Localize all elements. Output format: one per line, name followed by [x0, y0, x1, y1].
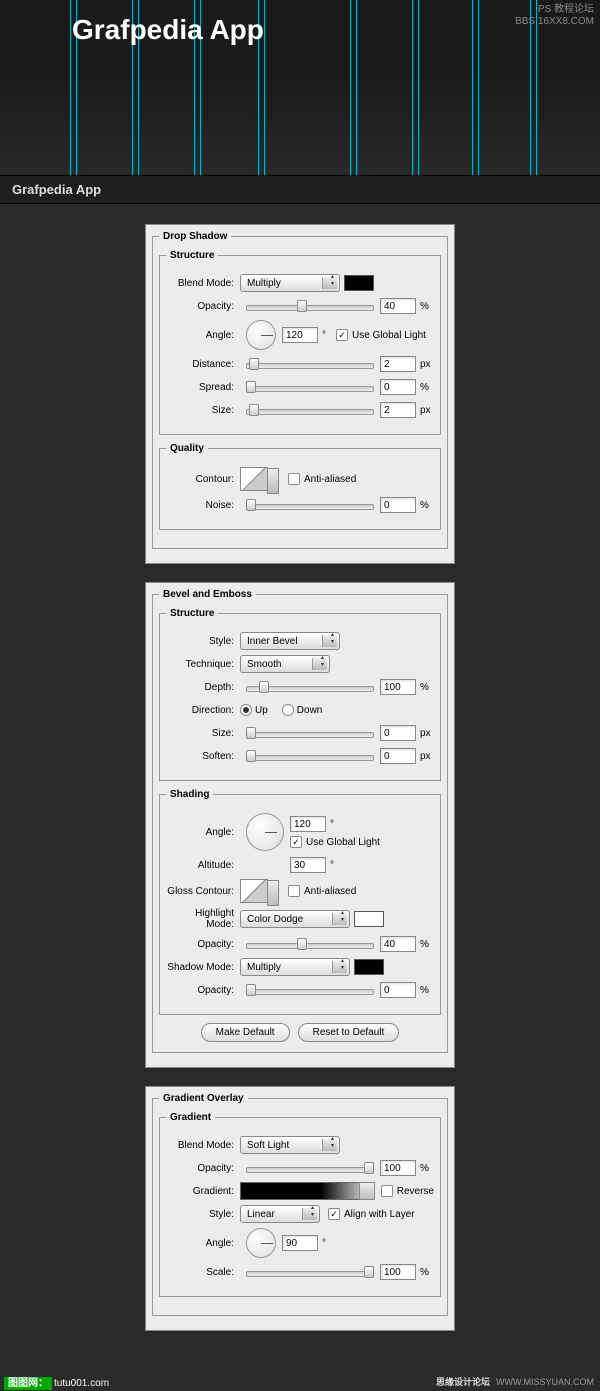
drop-shadow-group: Drop Shadow Structure Blend Mode: Multip…	[152, 231, 448, 549]
content-area: Drop Shadow Structure Blend Mode: Multip…	[0, 204, 600, 1371]
altitude-input[interactable]	[290, 857, 326, 873]
reset-default-button[interactable]: Reset to Default	[298, 1023, 400, 1042]
blend-mode-label: Blend Mode:	[166, 278, 240, 289]
size-input[interactable]	[380, 402, 416, 418]
distance-input[interactable]	[380, 356, 416, 372]
drop-shadow-panel: Drop Shadow Structure Blend Mode: Multip…	[145, 224, 455, 564]
shadow-opacity-slider[interactable]	[246, 983, 374, 997]
hero-header: Grafpedia App PS 教程论坛 BBS.16XX8.COM	[0, 0, 600, 175]
shading-angle-dial[interactable]	[246, 813, 284, 851]
blend-mode-swatch[interactable]	[344, 275, 374, 291]
noise-input[interactable]	[380, 497, 416, 513]
reverse-checkbox[interactable]	[381, 1185, 393, 1197]
highlight-opacity-input[interactable]	[380, 936, 416, 952]
go-opacity-slider[interactable]	[246, 1161, 374, 1175]
go-opacity-input[interactable]	[380, 1160, 416, 1176]
use-global-light-checkbox[interactable]: ✓	[336, 329, 348, 341]
highlight-mode-select[interactable]: Color Dodge	[240, 910, 350, 928]
hero-title: Grafpedia App	[72, 14, 264, 46]
shading-angle-input[interactable]	[290, 816, 326, 832]
blend-mode-select[interactable]: Multiply	[240, 274, 340, 292]
angle-input[interactable]	[282, 327, 318, 343]
ds-structure: Structure Blend Mode: Multiply Opacity: …	[159, 250, 441, 435]
scale-input[interactable]	[380, 1264, 416, 1280]
gloss-anti-aliased-checkbox[interactable]	[288, 885, 300, 897]
technique-select[interactable]: Smooth	[240, 655, 330, 673]
footer-left: 图图网：tutu001.com	[4, 1374, 109, 1389]
spread-slider[interactable]	[246, 380, 374, 394]
go-style-select[interactable]: Linear	[240, 1205, 320, 1223]
gloss-contour-picker[interactable]	[240, 879, 268, 903]
bevel-structure: Structure Style: Inner Bevel Technique: …	[159, 608, 441, 781]
anti-aliased-checkbox[interactable]	[288, 473, 300, 485]
gradient-overlay-group: Gradient Overlay Gradient Blend Mode: So…	[152, 1093, 448, 1316]
depth-slider[interactable]	[246, 680, 374, 694]
title-bar: Grafpedia App	[0, 175, 600, 204]
spread-input[interactable]	[380, 379, 416, 395]
direction-down-radio[interactable]	[282, 704, 294, 716]
gradient-overlay-panel: Gradient Overlay Gradient Blend Mode: So…	[145, 1086, 455, 1331]
opacity-input[interactable]	[380, 298, 416, 314]
shadow-mode-select[interactable]: Multiply	[240, 958, 350, 976]
shadow-swatch[interactable]	[354, 959, 384, 975]
shading-global-checkbox[interactable]: ✓	[290, 836, 302, 848]
contour-picker[interactable]	[240, 467, 268, 491]
distance-slider[interactable]	[246, 357, 374, 371]
go-angle-input[interactable]	[282, 1235, 318, 1251]
depth-input[interactable]	[380, 679, 416, 695]
opacity-slider[interactable]	[246, 299, 374, 313]
highlight-opacity-slider[interactable]	[246, 937, 374, 951]
direction-up-radio[interactable]	[240, 704, 252, 716]
align-layer-checkbox[interactable]: ✓	[328, 1208, 340, 1220]
go-blend-mode-select[interactable]: Soft Light	[240, 1136, 340, 1154]
bevel-size-input[interactable]	[380, 725, 416, 741]
bevel-size-slider[interactable]	[246, 726, 374, 740]
bevel-shading: Shading Angle: ° ✓Use Global Light Altit…	[159, 789, 441, 1015]
go-angle-dial[interactable]	[246, 1228, 276, 1258]
footer: 图图网：tutu001.com 思缘设计论坛WWW.MISSYUAN.COM	[0, 1371, 600, 1391]
gradient-section: Gradient Blend Mode: Soft Light Opacity:…	[159, 1112, 441, 1297]
size-slider[interactable]	[246, 403, 374, 417]
ds-quality: Quality Contour: Anti-aliased Noise: %	[159, 443, 441, 530]
bevel-group: Bevel and Emboss Structure Style: Inner …	[152, 589, 448, 1053]
scale-slider[interactable]	[246, 1265, 374, 1279]
soften-slider[interactable]	[246, 749, 374, 763]
highlight-swatch[interactable]	[354, 911, 384, 927]
footer-right: 思缘设计论坛WWW.MISSYUAN.COM	[436, 1375, 594, 1388]
angle-dial[interactable]	[246, 320, 276, 350]
bevel-emboss-panel: Bevel and Emboss Structure Style: Inner …	[145, 582, 455, 1068]
noise-slider[interactable]	[246, 498, 374, 512]
make-default-button[interactable]: Make Default	[201, 1023, 290, 1042]
shadow-opacity-input[interactable]	[380, 982, 416, 998]
gradient-picker[interactable]	[240, 1182, 375, 1200]
soften-input[interactable]	[380, 748, 416, 764]
bevel-style-select[interactable]: Inner Bevel	[240, 632, 340, 650]
watermark: PS 教程论坛 BBS.16XX8.COM	[515, 4, 594, 28]
